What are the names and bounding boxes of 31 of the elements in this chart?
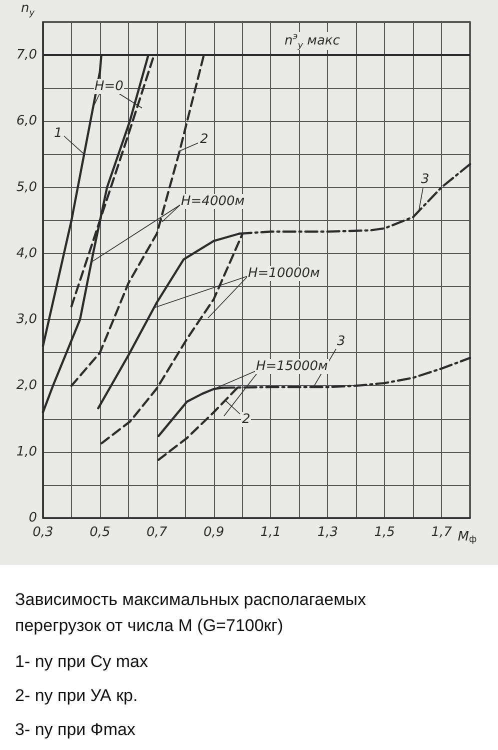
x-tick-label: 0,9: [203, 525, 224, 540]
annotation: H=0: [94, 78, 124, 94]
annotation: H=10000м: [247, 266, 321, 280]
annotation: 3: [420, 172, 430, 186]
text: Зависимость максимальных располагаемых перегрузок от числа M (G=7100кг): [15, 589, 367, 637]
y-tick-label: 0: [28, 510, 37, 526]
y-tick-label: 4,0: [16, 246, 37, 261]
x-tick-label: 0,5: [90, 525, 110, 540]
y-axis-title: n$_{y}$: [20, 1, 36, 19]
text: 3- ny при Фmax: [15, 719, 136, 741]
y-tick-label: 3,0: [16, 312, 37, 328]
x-tick-label: 1,1: [260, 525, 282, 540]
annotation: H=4000м: [180, 194, 246, 208]
x-tick-label: 0,7: [146, 525, 168, 540]
y-tick-label: 2,0: [16, 378, 37, 394]
y-tick-label: 1,0: [16, 444, 37, 460]
annotation: 2: [241, 412, 252, 426]
y-tick-label: 6,0: [16, 114, 37, 129]
annotation: 1: [53, 126, 64, 140]
x-tick-label: 1,5: [374, 525, 395, 540]
ref-line-label: n$^{э}$$_{y}$ макс: [284, 32, 341, 50]
x-tick-label: 1,7: [431, 525, 453, 540]
y-tick-label: 7,0: [16, 48, 37, 63]
x-tick-label: 1,3: [317, 525, 338, 540]
text: 1- ny при Cy max: [15, 651, 150, 673]
annotation: 3: [336, 334, 346, 348]
y-tick-label: 5,0: [16, 180, 37, 195]
annotation: H=15000м: [255, 358, 329, 374]
annotation: 2: [199, 132, 210, 146]
text: 2- ny при УА кр.: [15, 685, 139, 707]
x-tick-label: 0,3: [32, 525, 54, 540]
